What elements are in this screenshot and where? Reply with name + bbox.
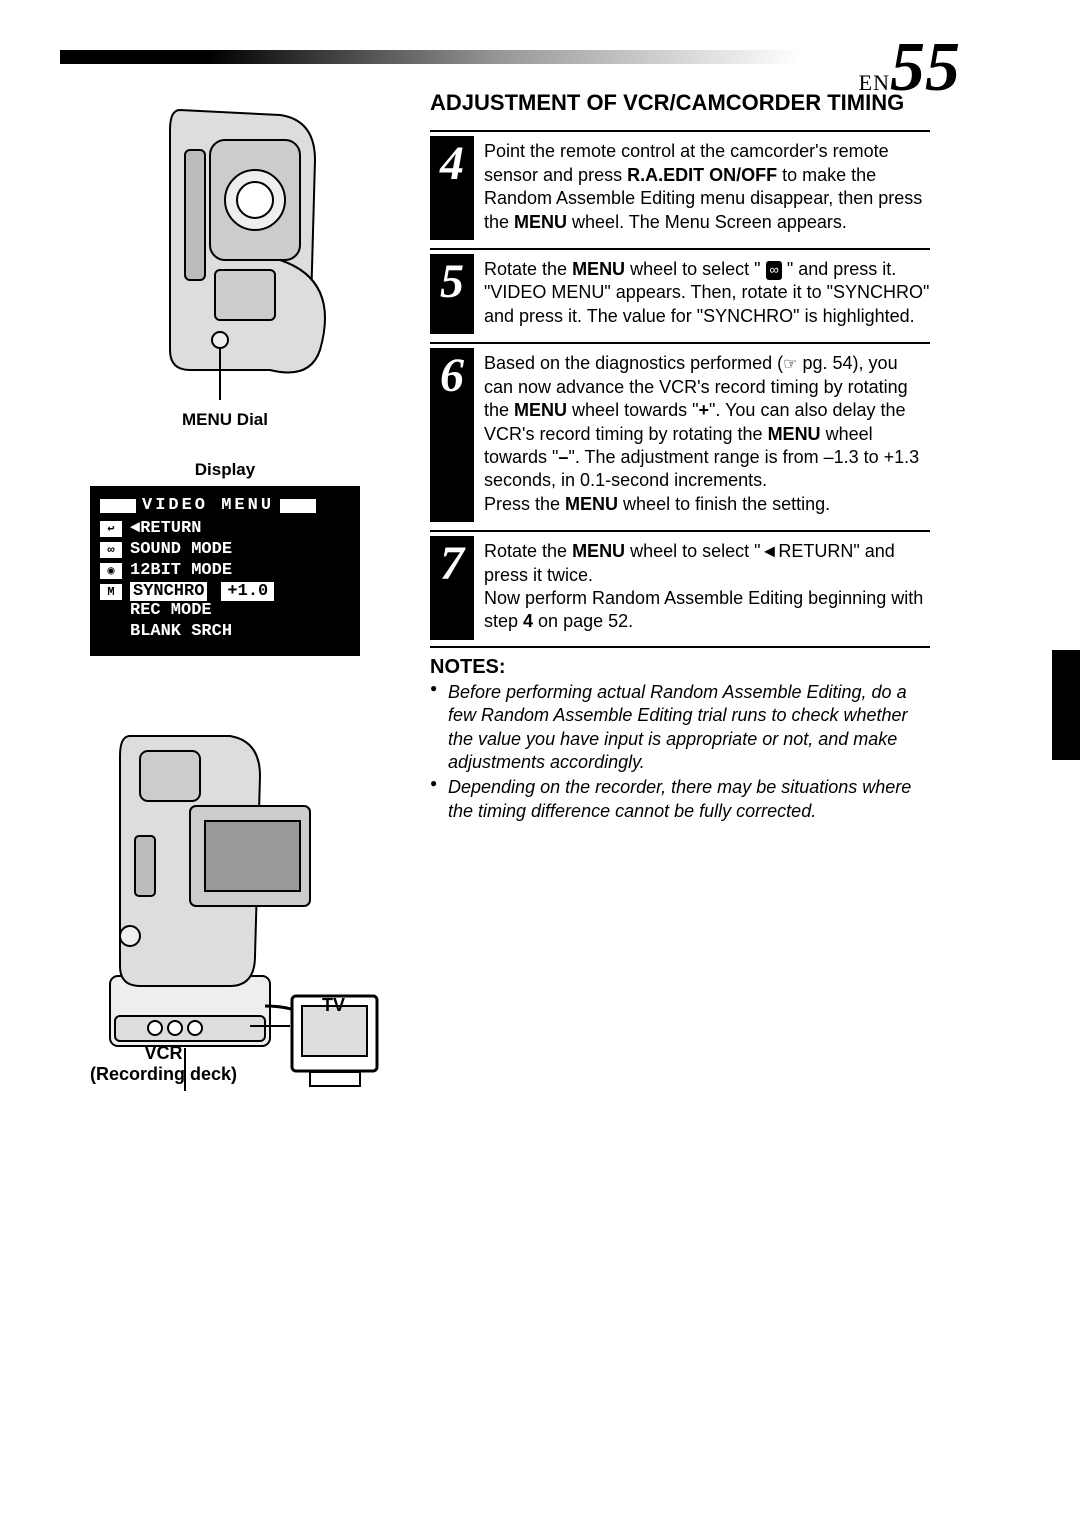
synchro-value: +1.0: [221, 582, 274, 601]
tape-icon: ∞: [100, 542, 122, 558]
video-menu-title: VIDEO MENU: [100, 496, 350, 515]
steps-list: 4Point the remote control at the camcord…: [430, 130, 930, 647]
note-item: Depending on the recorder, there may be …: [430, 776, 930, 823]
disc-icon: ◉: [100, 563, 122, 579]
step-body: Based on the diagnostics performed (☞ pg…: [474, 348, 930, 522]
section-title: ADJUSTMENT OF VCR/CAMCORDER TIMING: [430, 90, 930, 116]
camcorder-illustration: [120, 90, 360, 400]
header-bar: EN55: [60, 50, 960, 80]
note-item: Before performing actual Random Assemble…: [430, 681, 930, 775]
step: 6Based on the diagnostics performed (☞ p…: [430, 342, 930, 522]
tape-icon: ∞: [766, 261, 782, 280]
step-number: 7: [430, 536, 474, 640]
left-column: MENU Dial Display VIDEO MENU ↩◄RETURN ∞S…: [60, 90, 390, 1116]
step-body: Point the remote control at the camcorde…: [474, 136, 930, 240]
menu-dial-label: MENU Dial: [60, 410, 390, 430]
step-number: 6: [430, 348, 474, 522]
tv-label: TV: [322, 995, 345, 1016]
right-column: ADJUSTMENT OF VCR/CAMCORDER TIMING 4Poin…: [430, 90, 930, 1116]
notes-heading: NOTES:: [430, 656, 930, 679]
step-number: 5: [430, 254, 474, 334]
side-tab: [1052, 650, 1080, 760]
page-num: 55: [890, 29, 960, 106]
display-label: Display: [60, 460, 390, 480]
vcr-label: VCR (Recording deck): [90, 1043, 237, 1086]
synchro-highlight: SYNCHRO: [130, 582, 207, 601]
step-body: Rotate the MENU wheel to select "◄RETURN…: [474, 536, 930, 640]
step: 4Point the remote control at the camcord…: [430, 130, 930, 240]
notes-section: NOTES: Before performing actual Random A…: [430, 656, 930, 823]
header-gradient: [60, 50, 800, 64]
step-number: 4: [430, 136, 474, 240]
m-icon: M: [100, 584, 122, 600]
step: 5Rotate the MENU wheel to select " ∞ " a…: [430, 248, 930, 334]
video-menu-display: VIDEO MENU ↩◄RETURN ∞SOUND MODE ◉12BIT M…: [90, 486, 360, 656]
manual-page: EN55: [60, 50, 960, 1116]
step-body: Rotate the MENU wheel to select " ∞ " an…: [474, 254, 930, 334]
vcr-illustration: VCR (Recording deck) TV: [60, 696, 380, 1116]
menu-icon: ↩: [100, 521, 122, 537]
page-number: EN55: [859, 28, 960, 108]
step: 7Rotate the MENU wheel to select "◄RETUR…: [430, 530, 930, 648]
page-lang: EN: [859, 70, 890, 95]
pointer-icon: ☞: [783, 355, 797, 376]
